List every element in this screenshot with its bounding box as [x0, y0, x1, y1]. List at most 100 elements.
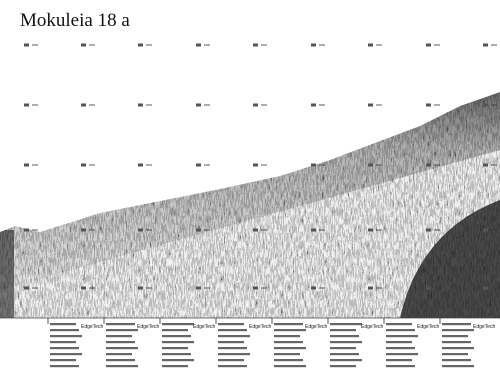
text-line	[442, 341, 471, 344]
text-line	[50, 341, 76, 344]
marker-dot	[24, 103, 29, 107]
brand-label: EdgeTech	[137, 324, 159, 330]
depth-markers	[24, 43, 497, 290]
marker-dot	[368, 103, 373, 107]
text-line	[274, 359, 303, 362]
marker-dot	[483, 103, 488, 107]
annotation-block: EdgeTech	[271, 318, 327, 368]
marker-dot	[196, 43, 201, 47]
brand-label: EdgeTech	[305, 324, 327, 330]
text-line	[386, 365, 415, 368]
text-line	[386, 353, 418, 356]
text-line	[50, 359, 76, 362]
marker-dot	[196, 103, 201, 107]
text-line	[442, 359, 471, 362]
marker-dot	[253, 43, 258, 47]
brand-label: EdgeTech	[81, 324, 103, 330]
marker-dot	[24, 286, 29, 290]
text-line	[162, 329, 188, 332]
text-line	[274, 365, 306, 368]
marker-dot	[138, 103, 143, 107]
marker-dot	[253, 286, 258, 290]
annotation-panel: EdgeTech EdgeTech EdgeTech EdgeTech EdgeTech…	[47, 318, 495, 368]
text-line	[330, 329, 356, 332]
marker-dot	[368, 163, 373, 167]
text-line	[106, 341, 135, 344]
text-line	[442, 353, 468, 356]
marker-dot	[24, 228, 29, 232]
marker-dot	[81, 228, 86, 232]
text-line	[330, 335, 359, 338]
text-line	[162, 365, 188, 368]
text-line	[218, 335, 250, 338]
annotation-block: EdgeTech	[327, 318, 383, 368]
marker-dot	[81, 43, 86, 47]
marker-dot	[81, 163, 86, 167]
text-line	[442, 323, 471, 326]
marker-dot	[483, 286, 488, 290]
brand-label: EdgeTech	[361, 324, 383, 330]
marker-dot	[368, 228, 373, 232]
text-line	[162, 353, 191, 356]
text-line	[218, 365, 247, 368]
text-line	[442, 329, 474, 332]
text-line	[50, 329, 79, 332]
text-line	[386, 329, 415, 332]
marker-dot	[483, 163, 488, 167]
text-line	[218, 359, 244, 362]
text-line	[162, 359, 194, 362]
marker-dot	[368, 43, 373, 47]
text-line	[218, 341, 244, 344]
marker-dot	[483, 43, 488, 47]
marker-dot	[426, 228, 431, 232]
text-line	[442, 347, 474, 350]
marker-dot	[138, 43, 143, 47]
text-line	[330, 365, 356, 368]
brand-label: EdgeTech	[193, 324, 215, 330]
text-line	[386, 347, 415, 350]
text-line	[218, 353, 250, 356]
annotation-block: EdgeTech	[215, 318, 271, 368]
text-line	[274, 353, 300, 356]
text-line	[330, 353, 359, 356]
marker-dot	[311, 103, 316, 107]
text-line	[274, 347, 306, 350]
text-line	[274, 335, 300, 338]
marker-dot	[426, 43, 431, 47]
marker-dot	[311, 163, 316, 167]
text-line	[106, 329, 138, 332]
text-line	[218, 347, 247, 350]
brand-label: EdgeTech	[249, 324, 271, 330]
text-line	[330, 323, 362, 326]
text-line	[162, 347, 188, 350]
text-line	[106, 323, 135, 326]
marker-dot	[196, 286, 201, 290]
text-line	[106, 359, 135, 362]
text-line	[386, 335, 418, 338]
text-line	[218, 329, 247, 332]
text-line	[330, 347, 356, 350]
marker-dot	[311, 228, 316, 232]
marker-dot	[24, 163, 29, 167]
marker-dot	[253, 103, 258, 107]
marker-dot	[138, 163, 143, 167]
marker-dot	[138, 286, 143, 290]
marker-dot	[196, 163, 201, 167]
annotation-block: EdgeTech	[439, 318, 495, 368]
text-line	[442, 335, 468, 338]
text-line	[162, 335, 191, 338]
text-line	[50, 347, 79, 350]
text-line	[106, 365, 138, 368]
text-line	[162, 341, 194, 344]
marker-dot	[138, 228, 143, 232]
marker-dot	[253, 228, 258, 232]
marker-dot	[426, 286, 431, 290]
marker-dot	[311, 43, 316, 47]
text-line	[386, 341, 412, 344]
text-line	[50, 353, 82, 356]
text-line	[274, 323, 303, 326]
annotation-block: EdgeTech	[159, 318, 215, 368]
annotation-block: EdgeTech	[383, 318, 439, 368]
brand-label: EdgeTech	[417, 324, 439, 330]
